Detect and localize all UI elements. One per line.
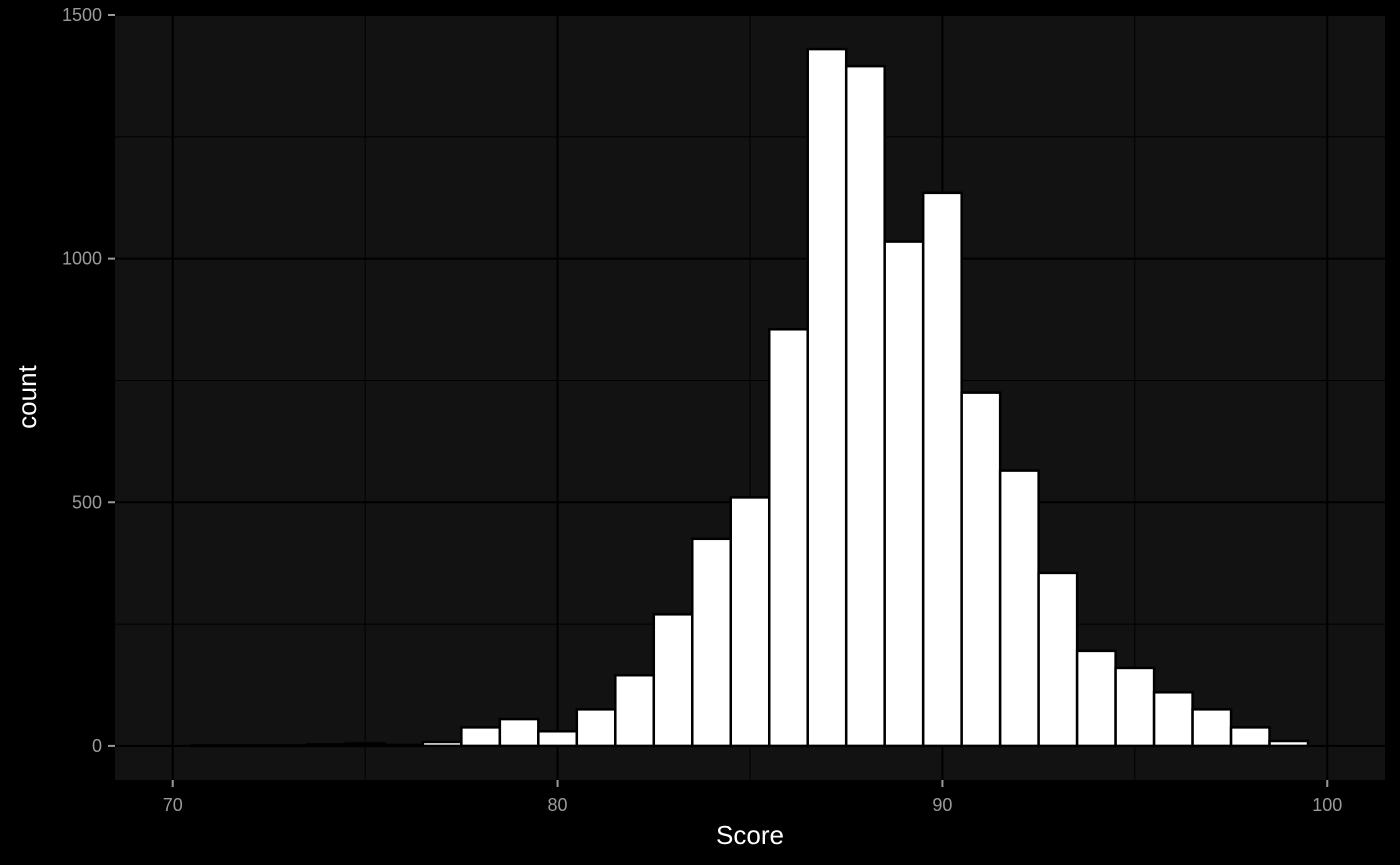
x-tick-label: 70 [163,795,183,815]
histogram-bar [767,328,809,748]
histogram-bar [575,708,617,748]
histogram-bar [498,717,540,748]
histogram-bar [1191,708,1233,748]
x-axis-title: Score [716,820,784,850]
x-tick-label: 80 [548,795,568,815]
histogram-bars [190,47,1310,748]
histogram-bar [806,47,848,748]
histogram-bar [614,673,656,748]
histogram-bar [383,743,425,748]
y-tick-label: 500 [72,492,102,512]
histogram-bar [691,537,733,748]
y-axis-title: count [12,364,42,428]
histogram-bar [267,744,309,748]
histogram-bar [652,613,694,748]
grid-minor [115,15,1385,780]
histogram-bar [229,744,271,748]
y-tick-label: 1500 [62,5,102,25]
y-tick-label: 1000 [62,249,102,269]
histogram-bar [998,469,1040,748]
y-tick-label: 0 [92,736,102,756]
histogram-bar [460,726,502,748]
histogram-bar [921,191,963,748]
histogram-bar [421,740,463,748]
histogram-bar [537,730,579,748]
histogram-bar [883,240,925,748]
histogram-bar [960,391,1002,748]
histogram-bar [1268,739,1310,748]
x-tick-label: 100 [1312,795,1342,815]
histogram-bar [1152,691,1194,748]
histogram-bar [1114,666,1156,748]
histogram-bar [729,496,771,748]
histogram-bar [844,64,886,748]
histogram-bar [190,744,232,748]
x-tick-label: 90 [932,795,952,815]
x-axis: 70 80 90 100 [163,780,1342,815]
histogram-bar [344,742,386,748]
histogram-bar [1229,726,1271,748]
histogram-bar [1075,649,1117,748]
histogram-bar [306,743,348,748]
y-axis: 0 500 1000 1500 [62,5,115,756]
histogram-bar [1037,571,1079,748]
